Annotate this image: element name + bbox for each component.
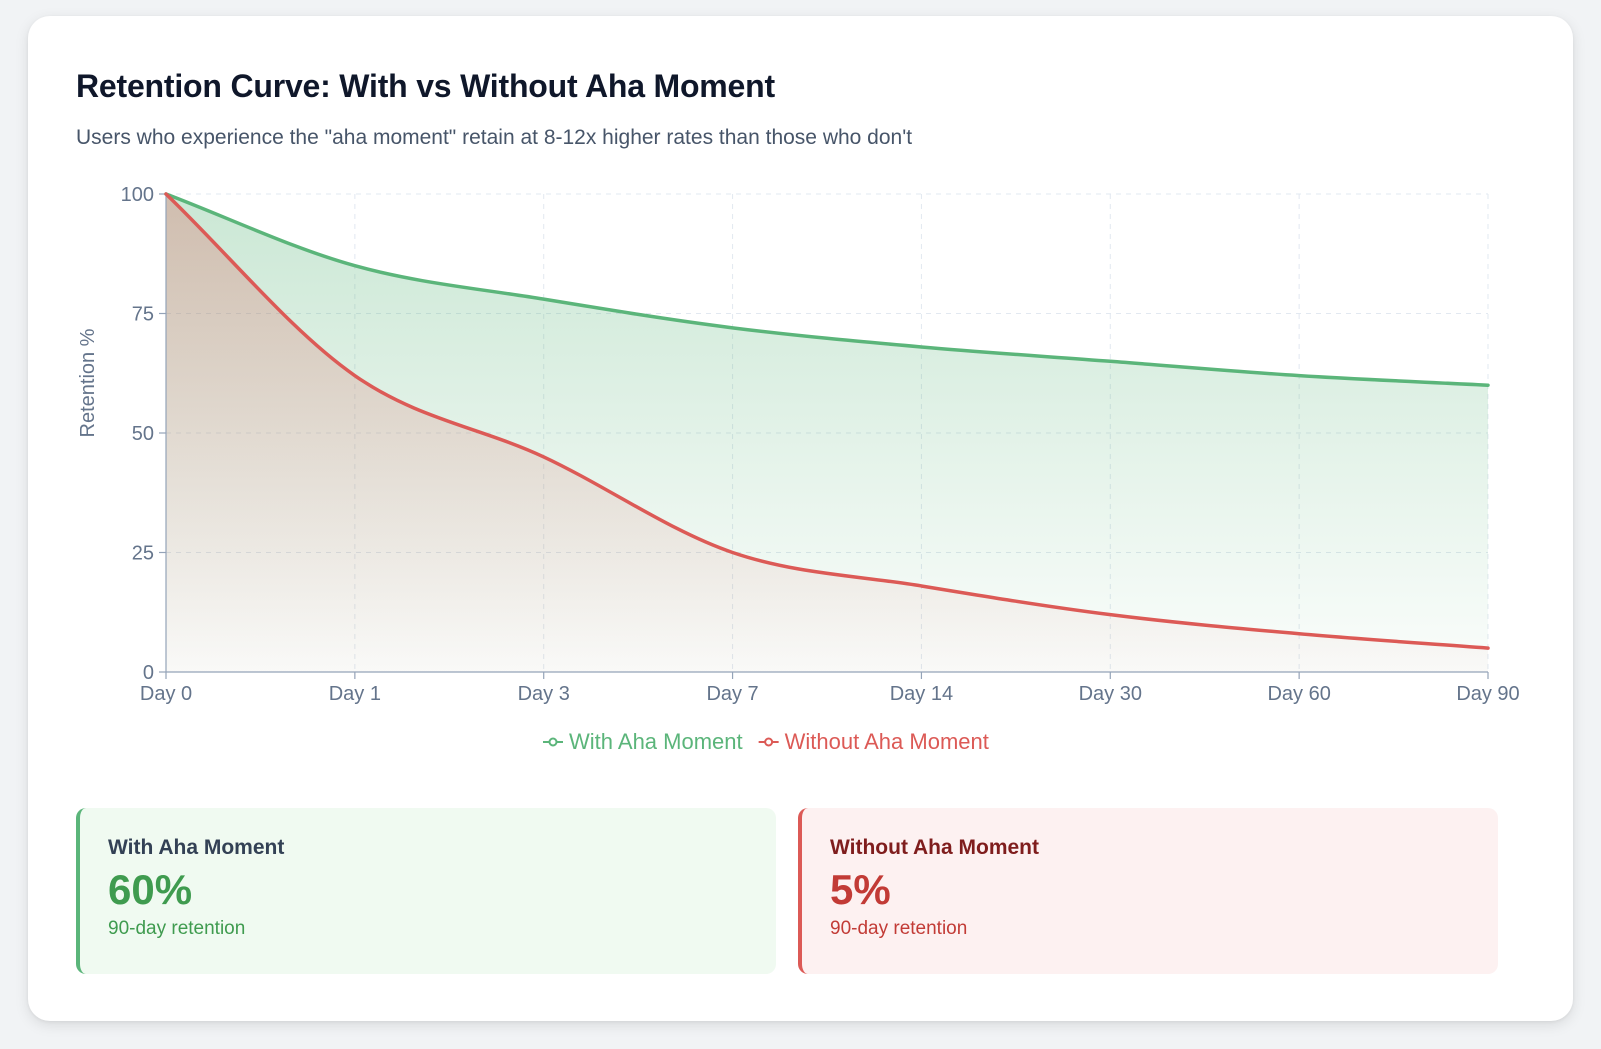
legend: With Aha Moment Without Aha Moment [543, 729, 989, 754]
x-tick-label: Day 1 [329, 683, 381, 705]
with-aha-stat-label: With Aha Moment [108, 836, 285, 859]
y-axis-label: Retention % [77, 328, 99, 437]
x-tick-label: Day 30 [1079, 683, 1142, 705]
without-aha-area [166, 194, 1488, 672]
without-aha-stat-label: Without Aha Moment [830, 836, 1039, 859]
legend-item-with-aha[interactable]: With Aha Moment [543, 729, 743, 754]
x-tick-label: Day 60 [1267, 683, 1330, 705]
chart-subtitle: Users who experience the "aha moment" re… [76, 126, 913, 149]
legend-label: With Aha Moment [569, 729, 743, 754]
y-tick-label: 50 [132, 423, 154, 445]
y-tick-label: 25 [132, 543, 154, 565]
x-tick-label: Day 0 [140, 683, 192, 705]
series-areas [166, 194, 1488, 672]
y-tick-label: 0 [143, 662, 154, 684]
retention-chart: 0 25 50 75 100 Day 0 Day 1 Day 3 Day 7 Day 14 Day … [77, 184, 1520, 754]
with-aha-stat-value: 60% [108, 866, 193, 913]
x-tick-label: Day 7 [706, 683, 758, 705]
y-tick-label: 75 [132, 304, 154, 326]
without-aha-stat-card: Without Aha Moment 5% 90-day retention [798, 808, 1498, 974]
without-aha-stat-caption: 90-day retention [830, 918, 968, 940]
legend-swatch-dot [548, 737, 558, 747]
axes: 0 25 50 75 100 Day 0 Day 1 Day 3 Day 7 Day 14 Day … [121, 184, 1520, 705]
chart-card: Retention Curve: With vs Without Aha Mom… [28, 16, 1573, 1021]
without-aha-line [164, 192, 1490, 650]
legend-item-without-aha[interactable]: Without Aha Moment [758, 729, 989, 754]
chart-title: Retention Curve: With vs Without Aha Mom… [76, 68, 775, 104]
y-tick-label: 100 [121, 184, 154, 206]
with-aha-line [164, 192, 1490, 387]
legend-swatch-dot [764, 737, 774, 747]
with-aha-stat-card: With Aha Moment 60% 90-day retention [76, 808, 776, 974]
x-tick-label: Day 3 [518, 683, 570, 705]
x-tick-label: Day 90 [1456, 683, 1519, 705]
series-lines [164, 192, 1490, 650]
without-aha-stat-value: 5% [830, 866, 891, 913]
legend-label: Without Aha Moment [785, 729, 989, 754]
x-tick-label: Day 14 [890, 683, 953, 705]
with-aha-stat-caption: 90-day retention [108, 918, 246, 940]
